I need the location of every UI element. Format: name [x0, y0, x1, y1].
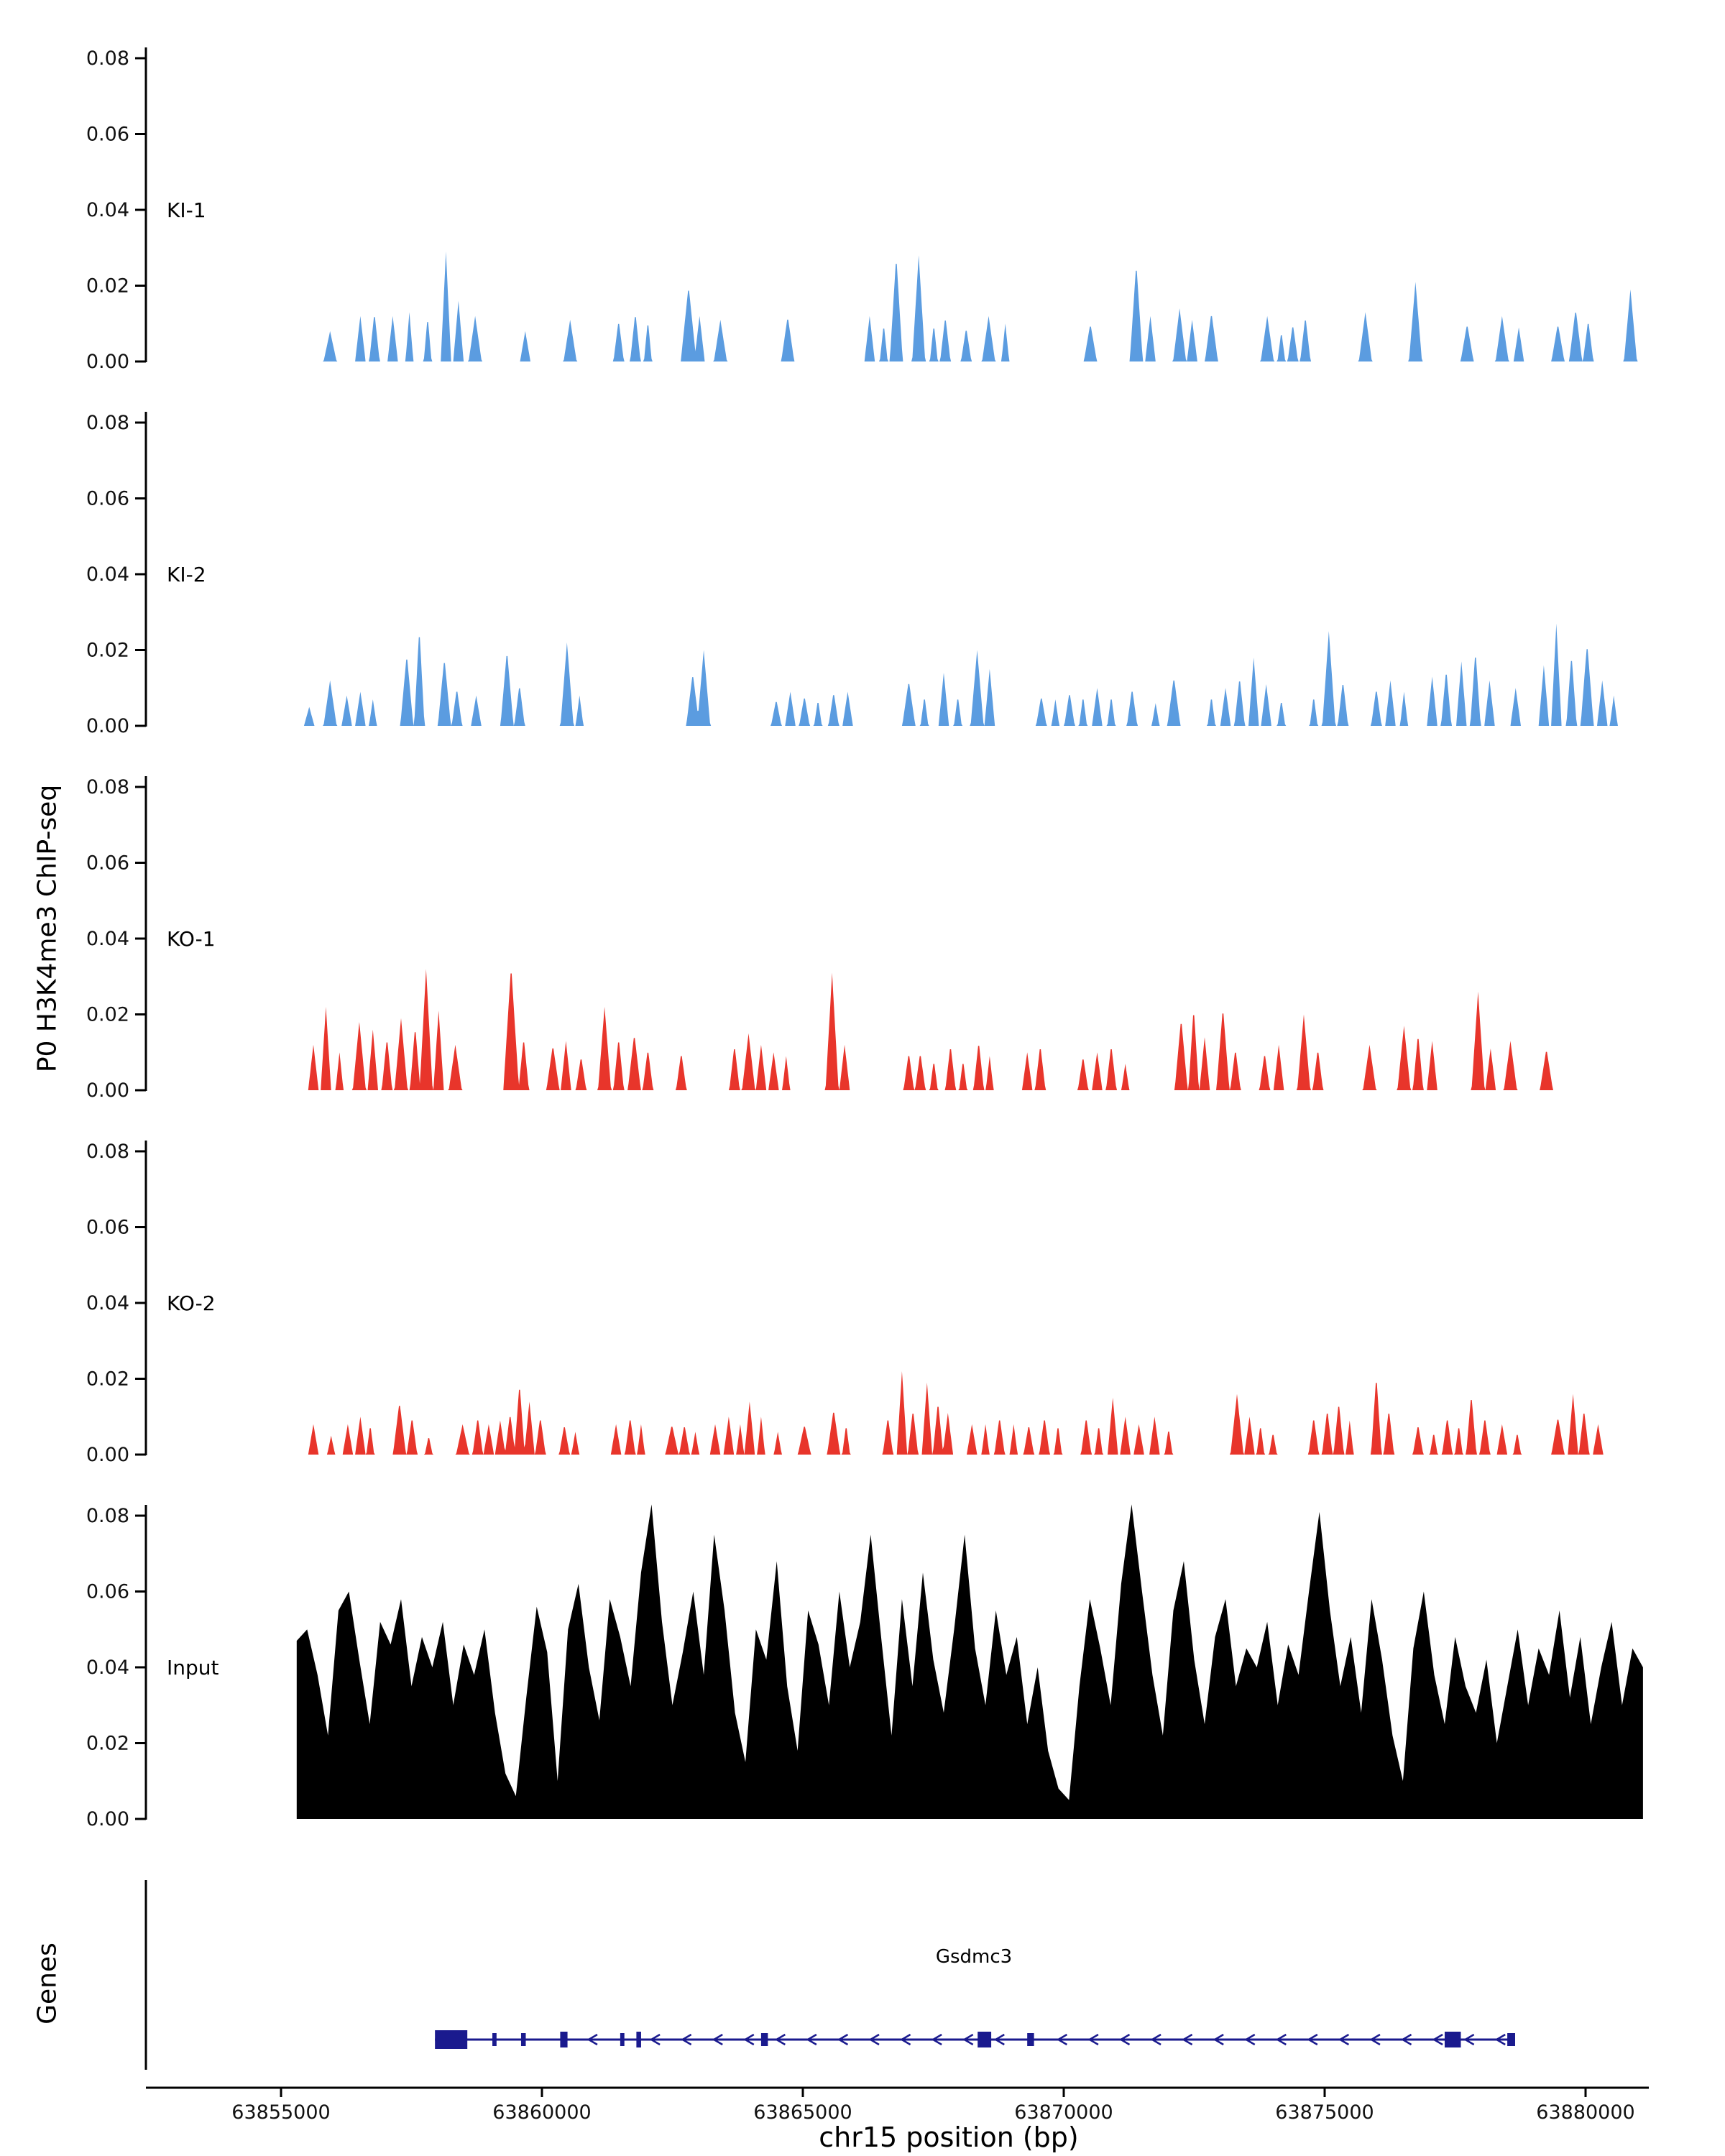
y-tick-label: 0.00 [86, 1079, 129, 1102]
strand-arrow-icon [1432, 2033, 1443, 2046]
x-tick-label: 63865000 [753, 2101, 852, 2124]
gene-exon [492, 2033, 497, 2046]
gene-exon [1507, 2033, 1515, 2046]
y-tick-label: 0.04 [86, 1657, 129, 1679]
y-tick-label: 0.02 [86, 1004, 129, 1026]
strand-arrow-icon [1494, 2033, 1506, 2046]
y-tick-label: 0.08 [86, 1141, 129, 1163]
gene-exon [560, 2032, 568, 2047]
track-label-ki2: KI-2 [167, 563, 206, 586]
y-tick-label: 0.02 [86, 1733, 129, 1755]
strand-arrow-icon [1213, 2033, 1224, 2046]
track-area-ki-2 [291, 623, 1649, 726]
strand-arrow-icon [806, 2033, 817, 2046]
strand-arrow-icon [1087, 2033, 1099, 2046]
strand-arrow-icon [774, 2033, 786, 2046]
gene-exon [620, 2033, 625, 2046]
y-tick-label: 0.02 [86, 640, 129, 662]
track-area-ki-1 [291, 252, 1649, 361]
gene-name-label: Gsdmc3 [935, 1946, 1013, 1968]
y-tick-label: 0.04 [86, 1292, 129, 1314]
x-tick-label: 63875000 [1275, 2101, 1374, 2124]
strand-arrow-icon [649, 2033, 661, 2046]
y-tick-label: 0.06 [86, 1217, 129, 1239]
track-label-ko2: KO-2 [167, 1291, 216, 1315]
y-tick-label: 0.08 [86, 776, 129, 798]
gene-exon [760, 2033, 768, 2046]
strand-arrow-icon [1369, 2033, 1381, 2046]
y-tick-label: 0.08 [86, 47, 129, 70]
strand-arrow-icon [837, 2033, 849, 2046]
track-area-ko-1 [291, 969, 1649, 1090]
gene-exon [1444, 2032, 1461, 2047]
strand-arrow-icon [1307, 2033, 1318, 2046]
strand-arrow-icon [1056, 2033, 1067, 2046]
strand-arrow-icon [586, 2033, 598, 2046]
gene-exon [636, 2032, 641, 2047]
y-tick-label: 0.08 [86, 412, 129, 434]
gene-exon [435, 2030, 468, 2049]
strand-arrow-icon [1244, 2033, 1256, 2046]
strand-arrow-icon [1338, 2033, 1350, 2046]
strand-arrow-icon [712, 2033, 723, 2046]
gene-exon [520, 2033, 526, 2046]
y-tick-label: 0.04 [86, 199, 129, 221]
x-tick-label: 63880000 [1536, 2101, 1634, 2124]
track-area-input [296, 1504, 1643, 1819]
y-tick-label: 0.02 [86, 1368, 129, 1391]
strand-arrow-icon [962, 2033, 974, 2046]
y-tick-label: 0.00 [86, 1808, 129, 1830]
x-tick-label: 63870000 [1014, 2101, 1113, 2124]
track-label-ko1: KO-1 [167, 927, 216, 951]
y-tick-label: 0.04 [86, 563, 129, 586]
strand-arrow-icon [931, 2033, 942, 2046]
y-tick-label: 0.00 [86, 1444, 129, 1466]
y-tick-label: 0.06 [86, 488, 129, 510]
strand-arrow-icon [868, 2033, 880, 2046]
strand-arrow-icon [743, 2033, 755, 2046]
strand-arrow-icon [1150, 2033, 1162, 2046]
y-tick-label: 0.08 [86, 1505, 129, 1527]
y-tick-label: 0.06 [86, 852, 129, 875]
y-tick-label: 0.00 [86, 715, 129, 737]
strand-arrow-icon [1182, 2033, 1193, 2046]
strand-arrow-icon [1275, 2033, 1287, 2046]
strand-arrow-icon [1463, 2033, 1475, 2046]
y-tick-label: 0.00 [86, 351, 129, 373]
gene-exon [1027, 2033, 1034, 2046]
x-tick-label: 63860000 [492, 2101, 591, 2124]
y-tick-label: 0.06 [86, 1581, 129, 1603]
strand-arrow-icon [1119, 2033, 1131, 2046]
track-label-ki1: KI-1 [167, 198, 206, 222]
track-label-input: Input [167, 1656, 219, 1680]
gene-exon [978, 2032, 992, 2047]
strand-arrow-icon [900, 2033, 911, 2046]
y-tick-label: 0.06 [86, 124, 129, 146]
strand-arrow-icon [993, 2033, 1005, 2046]
strand-arrow-icon [1401, 2033, 1412, 2046]
y-tick-label: 0.02 [86, 275, 129, 298]
x-tick-label: 63855000 [231, 2101, 330, 2124]
y-tick-label: 0.04 [86, 928, 129, 950]
strand-arrow-icon [681, 2033, 692, 2046]
x-axis-title: chr15 position (bp) [819, 2122, 1079, 2153]
track-area-ko-2 [291, 1371, 1649, 1455]
